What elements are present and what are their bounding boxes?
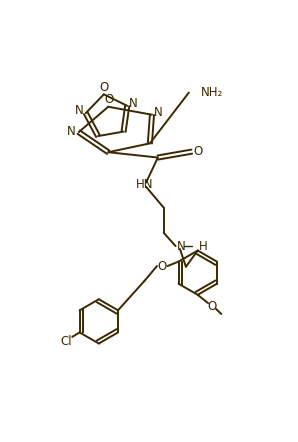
Text: O: O [104, 93, 114, 106]
Text: Cl: Cl [60, 335, 72, 348]
Text: NH₂: NH₂ [201, 86, 223, 99]
Text: O: O [99, 81, 108, 95]
Text: N: N [154, 106, 163, 119]
Text: HN: HN [136, 178, 153, 191]
Text: N: N [177, 240, 186, 252]
Text: O: O [208, 300, 217, 313]
Text: O: O [158, 259, 167, 273]
Text: N: N [75, 104, 84, 117]
Text: H: H [199, 240, 208, 252]
Text: N: N [67, 125, 76, 138]
Text: N: N [129, 97, 138, 110]
Text: O: O [193, 145, 202, 158]
